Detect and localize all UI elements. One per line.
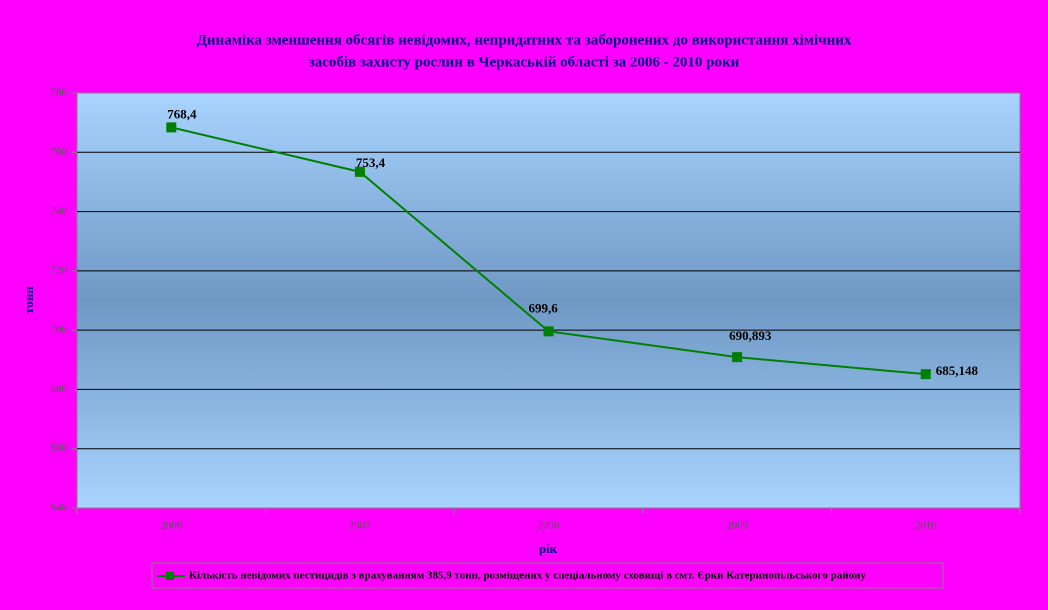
chart-title: Динаміка зменшення обсягів невідомих, не…	[197, 32, 852, 48]
x-tick-label: 2009	[726, 520, 749, 532]
value-label: 768,4	[167, 106, 197, 121]
y-tick-label: 760	[51, 146, 68, 158]
y-tick-label: 700	[51, 324, 68, 336]
y-tick-label: 640	[51, 502, 68, 514]
value-label: 690,893	[729, 328, 772, 343]
value-label: 699,6	[529, 300, 559, 315]
y-tick-label: 720	[51, 264, 68, 276]
legend-label: Кількість невідомих пестицидів з врахува…	[189, 570, 866, 582]
x-tick-label: 2008	[538, 520, 561, 532]
x-tick-label: 2006	[160, 520, 183, 532]
y-tick-label: 680	[51, 383, 68, 395]
marker	[166, 122, 177, 133]
legend	[151, 562, 944, 589]
y-tick-label: 660	[51, 442, 68, 454]
marker	[920, 369, 931, 380]
y-axis-label: тонн	[21, 286, 36, 314]
marker	[732, 352, 743, 363]
x-tick-label: 2010	[915, 520, 938, 532]
x-tick-label: 2007	[349, 520, 372, 532]
marker	[354, 166, 365, 177]
y-tick-label: 740	[51, 205, 68, 217]
chart-title: засобів захисту рослин в Черкаській обла…	[309, 54, 740, 70]
marker	[543, 326, 554, 337]
value-label: 753,4	[356, 155, 386, 170]
x-axis-label: рік	[539, 541, 558, 556]
legend-swatch	[166, 572, 174, 580]
value-label: 685,148	[936, 363, 979, 378]
y-tick-label: 780	[51, 87, 68, 99]
plot-area	[76, 92, 1021, 509]
